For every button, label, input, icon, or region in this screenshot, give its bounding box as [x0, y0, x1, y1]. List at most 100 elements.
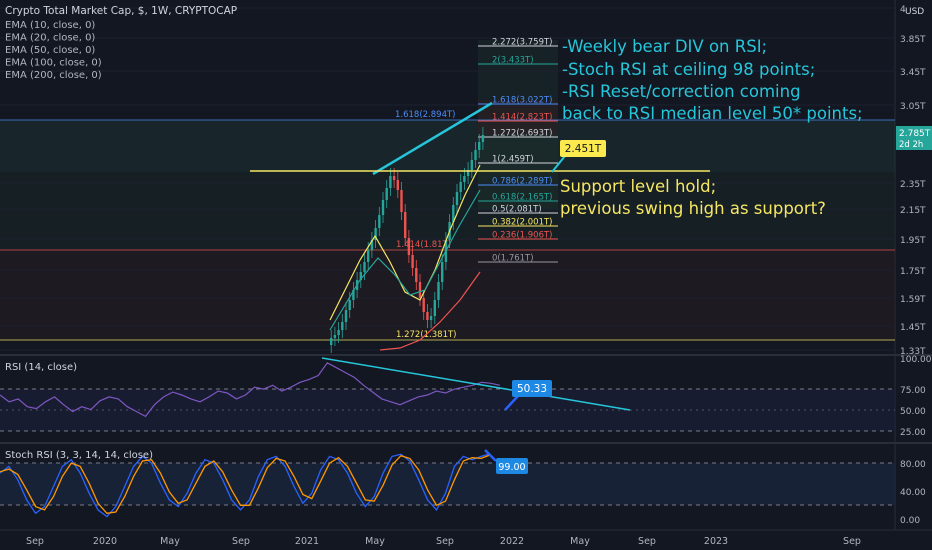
price-callout[interactable]: 2.451T — [551, 140, 606, 173]
candle — [359, 272, 362, 280]
time-tick-label: 2020 — [93, 536, 117, 547]
fib-level-label: 1.414(2.823T) — [492, 113, 553, 123]
time-axis[interactable]: Sep 2020 May Sep 2021 May Sep 2022 May Sep 2023 Sep — [26, 536, 861, 547]
candle — [392, 176, 396, 180]
fib-level-label: 1.618(2.894T) — [395, 110, 456, 120]
annotation-line: -Weekly bear DIV on RSI; — [562, 37, 767, 56]
ema-lines — [329, 164, 481, 351]
time-tick-label: May — [160, 536, 180, 547]
stoch-tick-label: 80.00 — [900, 460, 926, 470]
candle — [404, 212, 407, 238]
price-tick-label: 3.85T — [900, 35, 926, 45]
fib-level-label: 1.618(3.022T) — [492, 96, 553, 106]
support-annotation[interactable]: Support level hold; previous swing high … — [560, 177, 826, 218]
indicator-legend[interactable]: EMA (10, close, 0)EMA (20, close, 0)EMA … — [5, 20, 102, 81]
grid — [0, 7, 895, 351]
candle — [407, 238, 411, 255]
bar-countdown: 2d 2h — [899, 140, 923, 150]
fib-level-label: 0.786(2.289T) — [492, 177, 553, 187]
price-trendline[interactable] — [372, 101, 493, 176]
time-tick-label: Sep — [638, 536, 656, 547]
candle — [441, 262, 444, 282]
candle — [348, 300, 351, 310]
chart-title: Crypto Total Market Cap, $, 1W, CRYPTOCA… — [5, 5, 237, 17]
indicator-legend-item[interactable]: EMA (100, close, 0) — [5, 58, 102, 69]
currency-label[interactable]: USD — [905, 7, 924, 17]
current-price-tag[interactable]: 2.785T 2d 2h — [896, 126, 932, 150]
rsi-line — [0, 362, 501, 418]
candle — [352, 290, 355, 300]
indicator-legend-item[interactable]: EMA (10, close, 0) — [5, 20, 95, 31]
candle — [422, 298, 425, 312]
stoch-tick-label: 40.00 — [900, 488, 926, 498]
time-tick-label: 2021 — [295, 536, 319, 547]
rsi-axis[interactable]: 100.00 75.00 50.00 25.00 — [900, 355, 932, 438]
main-pane — [0, 0, 895, 354]
candle — [470, 160, 473, 170]
stoch-title: Stoch RSI (3, 3, 14, 14, close) — [5, 450, 153, 461]
stoch-callout[interactable]: 99.00 — [484, 449, 528, 474]
candle — [474, 150, 477, 160]
candle — [463, 176, 466, 182]
candle — [396, 180, 399, 190]
annotation-line: -RSI Reset/correction coming — [562, 82, 801, 101]
indicator-legend-item[interactable]: EMA (50, close, 0) — [5, 45, 95, 56]
annotation-line: back to RSI median level 50* points; — [562, 104, 863, 123]
fib-zone-upper — [478, 100, 558, 135]
candle — [344, 310, 348, 322]
candle — [378, 215, 381, 228]
ema-line — [329, 164, 481, 321]
price-tick-label: 1.59T — [900, 295, 926, 305]
rsi-title: RSI (14, close) — [5, 362, 77, 373]
stoch-d-line — [0, 454, 491, 514]
candle — [411, 255, 414, 268]
price-tick-label: 2.35T — [900, 180, 926, 190]
candle — [481, 135, 485, 142]
candle — [426, 312, 429, 320]
candle — [418, 282, 422, 298]
time-tick-label: Sep — [843, 536, 861, 547]
rsi-callout[interactable]: 50.33 — [504, 380, 552, 411]
rsi-tick-label: 75.00 — [900, 386, 926, 396]
fib-level-label: 0.236(1.906T) — [492, 231, 553, 241]
candle — [459, 182, 462, 192]
indicator-legend-item[interactable]: EMA (20, close, 0) — [5, 33, 95, 44]
candle — [452, 205, 455, 222]
stoch-axis[interactable]: 80.00 40.00 0.00 — [900, 460, 926, 526]
stoch-tick-label: 0.00 — [900, 516, 920, 526]
bear-div-annotation[interactable]: -Weekly bear DIV on RSI; -Stoch RSI at c… — [562, 37, 863, 123]
fib-level-label: 0(1.761T) — [492, 254, 534, 264]
rsi-divergence-line[interactable] — [321, 357, 631, 411]
candle — [367, 250, 370, 262]
callout-label: 2.451T — [565, 143, 602, 155]
candle — [433, 300, 436, 316]
time-tick-label: 2023 — [704, 536, 728, 547]
indicator-legend-item[interactable]: EMA (200, close, 0) — [5, 70, 102, 81]
candle — [478, 142, 481, 150]
price-axis[interactable]: 4 3.85T 3.45T 3.05T 2.35T 2.15T 1.95T 1.75T 1.59… — [900, 5, 926, 357]
annotation-line: previous swing high as support? — [560, 199, 826, 218]
price-tick-label: 1.45T — [900, 323, 926, 333]
fib-level-label: 2.272(3.759T) — [492, 38, 553, 48]
candle — [374, 228, 377, 240]
candle — [330, 338, 333, 345]
time-tick-label: Sep — [436, 536, 454, 547]
price-tick-label: 4 — [900, 5, 906, 15]
candle — [381, 200, 385, 215]
candle — [455, 192, 459, 205]
fib-level-label: 1.414(1.81T) — [396, 240, 451, 250]
annotation-line: Support level hold; — [560, 177, 716, 196]
current-price: 2.785T — [899, 129, 931, 139]
fib-zone — [0, 120, 895, 172]
callout-label: 50.33 — [517, 383, 547, 395]
candle — [437, 282, 440, 300]
fib-level-label: 2(3.433T) — [492, 56, 534, 66]
stoch-band — [0, 463, 895, 505]
ema-line — [379, 271, 481, 351]
candle — [337, 330, 340, 335]
rsi-tick-label: 100.00 — [900, 355, 932, 365]
time-tick-label: 2022 — [500, 536, 524, 547]
time-tick-label: Sep — [26, 536, 44, 547]
fib-level-label: 1.272(2.693T) — [492, 129, 553, 139]
price-tick-label: 3.45T — [900, 68, 926, 78]
